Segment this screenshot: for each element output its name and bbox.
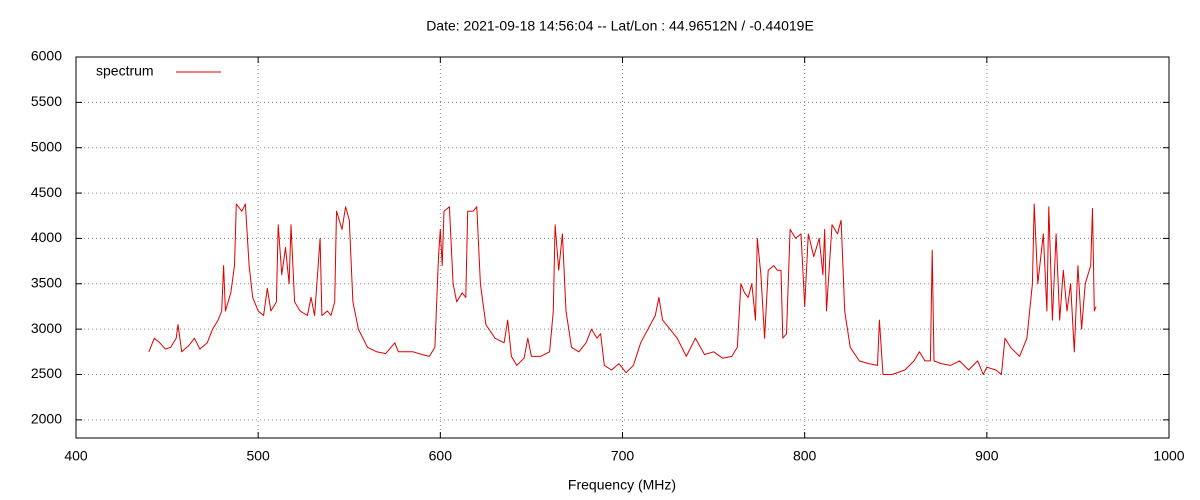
y-tick-label: 2500 xyxy=(31,365,62,381)
legend-label: spectrum xyxy=(96,63,154,79)
x-tick-label: 700 xyxy=(611,448,635,464)
y-tick-label: 3500 xyxy=(31,274,62,290)
y-tick-label: 2000 xyxy=(31,411,62,427)
x-tick-label: 500 xyxy=(246,448,270,464)
x-tick-label: 800 xyxy=(793,448,817,464)
spectrum-line xyxy=(148,203,1097,375)
y-tick-label: 6000 xyxy=(31,48,62,64)
x-tick-label: 400 xyxy=(64,448,88,464)
y-tick-label: 5000 xyxy=(31,138,62,154)
y-tick-label: 5500 xyxy=(31,93,62,109)
x-tick-label: 1000 xyxy=(1153,448,1184,464)
y-tick-label: 4000 xyxy=(31,229,62,245)
x-axis-label: Frequency (MHz) xyxy=(568,477,676,493)
y-tick-label: 4500 xyxy=(31,184,62,200)
chart-title: Date: 2021-09-18 14:56:04 -- Lat/Lon : 4… xyxy=(426,18,814,34)
x-tick-label: 600 xyxy=(429,448,453,464)
x-tick-label: 900 xyxy=(975,448,999,464)
plot-frame xyxy=(75,56,1170,439)
y-tick-label: 3000 xyxy=(31,320,62,336)
